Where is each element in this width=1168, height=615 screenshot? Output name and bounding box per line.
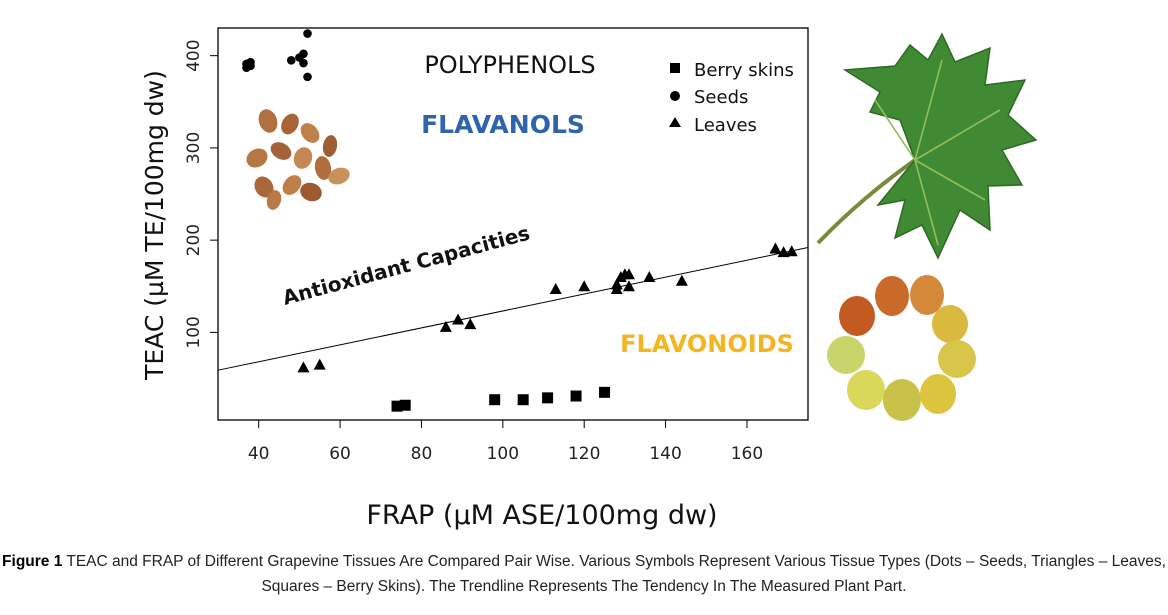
annotation-antioxidant: Antioxidant Capacities — [280, 221, 532, 310]
caption-label: Figure 1 — [2, 553, 63, 570]
legend-square-marker — [670, 63, 680, 73]
legend-triangle-marker — [669, 117, 681, 127]
figure-caption: Figure 1 TEAC and FRAP of Different Grap… — [0, 549, 1168, 599]
point-leaves — [452, 313, 465, 325]
point-leaves — [785, 245, 798, 257]
y-tick-label: 100 — [184, 316, 204, 348]
point-berry-skins — [399, 399, 411, 411]
point-berry-skins — [599, 386, 611, 398]
legend-label-leaves: Leaves — [694, 115, 757, 136]
trendline — [217, 247, 809, 371]
legend-label-berry-skins: Berry skins — [694, 60, 794, 81]
point-leaves — [578, 280, 591, 292]
point-seeds — [299, 49, 308, 59]
grape-leaf-photo — [816, 32, 1038, 260]
plot-frame — [217, 27, 809, 421]
point-leaves — [643, 271, 656, 283]
point-seeds — [303, 72, 312, 82]
point-leaves — [464, 318, 477, 330]
x-tick-label: 80 — [411, 444, 433, 464]
point-leaves — [769, 242, 782, 254]
point-leaves — [439, 320, 452, 332]
x-tick-label: 140 — [649, 444, 681, 464]
grape-seeds-photo — [246, 109, 350, 210]
point-berry-skins — [391, 400, 403, 412]
y-axis-label: TEAC (µM TE/100mg dw) — [140, 70, 169, 381]
legend: Berry skins Seeds Leaves — [669, 60, 794, 136]
point-leaves — [622, 280, 635, 292]
point-seeds — [299, 58, 308, 68]
point-seeds — [303, 29, 312, 38]
point-leaves — [622, 268, 635, 280]
annotation-polyphenols: POLYPHENOLS — [424, 51, 595, 79]
caption-text: TEAC and FRAP of Different Grapevine Tis… — [62, 553, 1166, 595]
x-axis-label: FRAP (µM ASE/100mg dw) — [366, 500, 717, 531]
point-leaves — [297, 361, 310, 373]
grape-berries-ring-photo — [827, 275, 976, 421]
point-berry-skins — [570, 390, 582, 402]
x-tick-label: 160 — [731, 444, 763, 464]
point-leaves — [313, 358, 326, 370]
x-axis: 40 60 80 100 120 140 160 — [248, 420, 763, 464]
point-seeds — [246, 61, 255, 71]
x-tick-label: 120 — [568, 444, 600, 464]
x-tick-label: 60 — [329, 444, 351, 464]
point-seeds — [286, 55, 296, 65]
annotation-flavonoids: FLAVONOIDS — [620, 330, 794, 358]
data-markers — [242, 29, 798, 412]
point-berry-skins — [517, 394, 529, 406]
point-leaves — [777, 246, 790, 258]
y-axis: 100 200 300 400 — [184, 39, 218, 349]
x-tick-label: 100 — [487, 444, 519, 464]
legend-label-seeds: Seeds — [694, 87, 748, 108]
y-tick-label: 400 — [184, 39, 204, 71]
point-berry-skins — [489, 394, 501, 406]
point-leaves — [610, 278, 623, 290]
point-leaves — [675, 274, 688, 286]
legend-circle-marker — [670, 91, 680, 101]
y-tick-label: 300 — [184, 132, 204, 164]
scatter-chart: 40 60 80 100 120 140 160 100 200 300 400 FRAP (µM… — [140, 27, 1038, 531]
x-tick-label: 40 — [248, 444, 270, 464]
point-leaves — [549, 283, 562, 295]
y-tick-label: 200 — [184, 224, 204, 256]
annotation-flavanols: FLAVANOLS — [421, 110, 585, 139]
point-berry-skins — [542, 392, 554, 404]
